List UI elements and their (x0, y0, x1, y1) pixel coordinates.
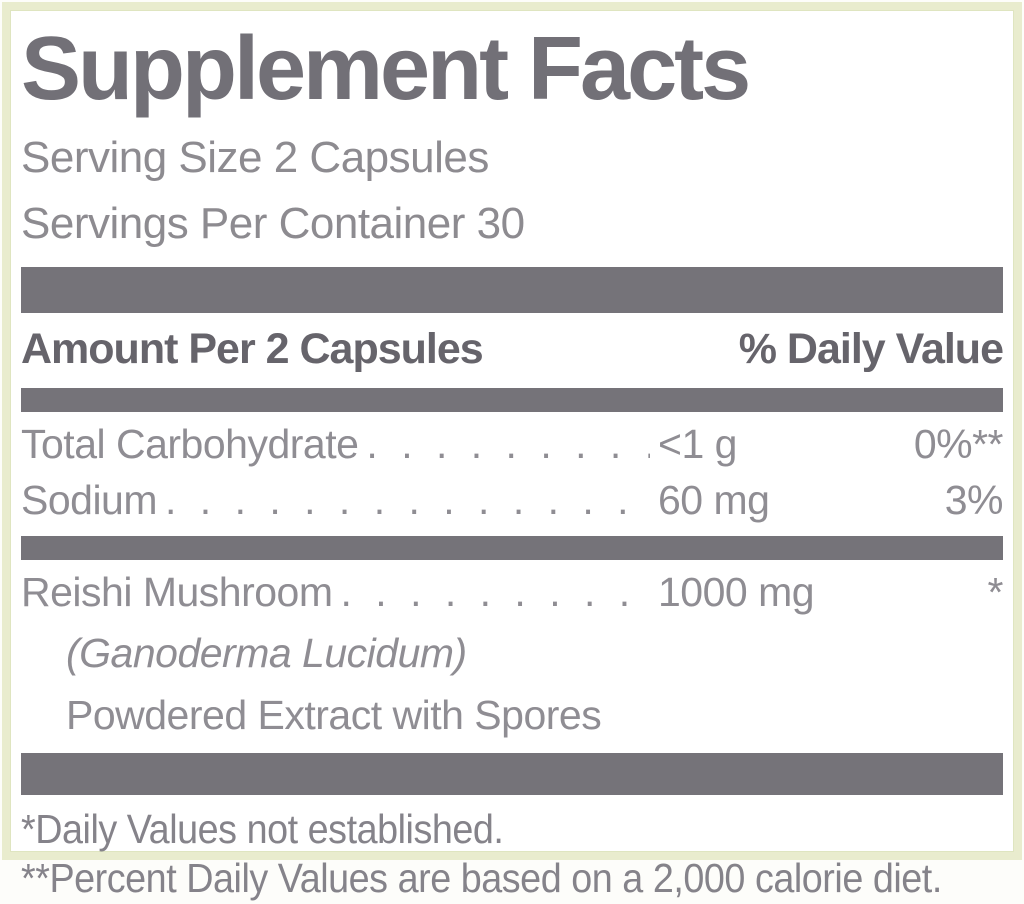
dot-leader (341, 569, 651, 616)
nutrient-daily-value: 3% (944, 477, 1004, 524)
amount-column-header: Amount Per 2 Capsules (21, 325, 484, 373)
nutrient-name: Total Carbohydrate (21, 421, 359, 467)
divider-bar-bottom (21, 752, 1003, 795)
ingredient-description: Powdered Extract with Spores (66, 691, 602, 738)
serving-size-text: Serving Size 2 Capsules (21, 133, 489, 182)
ingredient-latin-name: (Ganoderma Lucidum) (66, 630, 467, 677)
servings-per-container-text: Servings Per Container 30 (21, 199, 525, 248)
footnotes-block: *Daily Values not established. **Percent… (21, 805, 1003, 904)
divider-bar-top (21, 267, 1003, 313)
column-header-row: Amount Per 2 Capsules % Daily Value (21, 313, 1004, 388)
nutrient-amount: 60 mg (658, 477, 770, 524)
dot-leader (165, 477, 650, 524)
nutrient-row-total-carbohydrate: Total Carbohydrate <1 g 0%** (21, 412, 1004, 468)
nutrient-row-reishi-mushroom: Reishi Mushroom 1000 mg * (21, 560, 1004, 616)
divider-bar-middle (21, 536, 1003, 561)
label-title: Supplement Facts (21, 19, 751, 119)
nutrient-amount: 1000 mg (658, 569, 815, 616)
nutrient-rows-block: Total Carbohydrate <1 g 0%** Sodium 60 m… (21, 412, 1004, 536)
nutrient-daily-value: * (987, 569, 1004, 616)
dot-leader (366, 421, 650, 468)
nutrient-name: Reishi Mushroom (21, 569, 333, 616)
divider-bar-header (21, 388, 1003, 412)
footnote-daily-values: *Daily Values not established. (21, 805, 504, 852)
nutrient-row-sodium: Sodium 60 mg 3% (21, 468, 1004, 524)
nutrient-amount: <1 g (658, 421, 737, 467)
daily-value-column-header: % Daily Value (738, 325, 1004, 373)
nutrient-name: Sodium (21, 477, 158, 524)
nutrient-daily-value: 0%** (913, 421, 1004, 467)
